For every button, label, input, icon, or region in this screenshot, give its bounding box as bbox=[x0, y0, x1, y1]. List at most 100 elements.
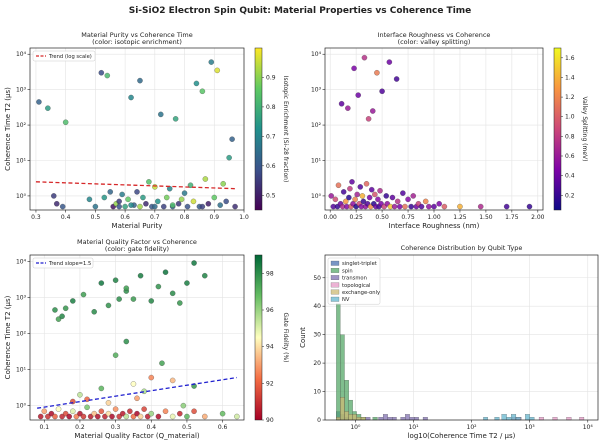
panel3-point bbox=[184, 280, 190, 286]
panel1-xtick-label: 0.6 bbox=[120, 214, 130, 221]
panel3-ytick-label: 10² bbox=[16, 330, 27, 337]
panel1-colorbar-tick-label: 0.9 bbox=[266, 74, 276, 81]
panel4-legend-swatch bbox=[330, 260, 340, 266]
panel3-point bbox=[130, 413, 137, 420]
panel3-point bbox=[112, 406, 119, 412]
panel4-bar bbox=[529, 417, 535, 421]
panel4-legend-swatch bbox=[330, 289, 340, 295]
panel2-point bbox=[375, 196, 381, 203]
panel1-colorbar-label: Isotopic Enrichment (Si-28 fraction) bbox=[282, 76, 289, 183]
panel3-point bbox=[191, 408, 197, 414]
panel1-ylabel: Coherence Time T2 (μs) bbox=[4, 87, 12, 171]
panel2-point bbox=[383, 193, 389, 199]
panel3-point bbox=[45, 413, 51, 420]
panel3-point bbox=[112, 352, 119, 358]
panel2-point bbox=[400, 190, 406, 196]
panel2-point bbox=[379, 88, 385, 94]
panel3-point bbox=[116, 413, 122, 420]
panel1-xtick-label: 0.3 bbox=[31, 214, 41, 221]
panel3-point bbox=[234, 413, 240, 420]
panel4-bar bbox=[352, 414, 357, 421]
panel1-subtitle: (color: isotopic enrichment) bbox=[92, 38, 182, 46]
panel3-point bbox=[87, 413, 94, 420]
panel3-point bbox=[137, 272, 144, 279]
panel2-xtick-label: 0.25 bbox=[349, 214, 363, 221]
panel1-point bbox=[59, 203, 66, 210]
panel3-legend-label: Trend slope=1.5 bbox=[48, 261, 91, 267]
panel3-point bbox=[123, 338, 130, 345]
panel3-point bbox=[98, 385, 105, 392]
panel3-subtitle: (color: gate fidelity) bbox=[105, 245, 169, 253]
panel2-point bbox=[526, 203, 533, 210]
panel3-point bbox=[59, 313, 65, 320]
panel4-ytick-label: 30 bbox=[313, 332, 321, 339]
panel1-xtick-label: 0.4 bbox=[61, 214, 71, 221]
panel4-legend-label: topological bbox=[342, 283, 371, 289]
panel1-point bbox=[214, 67, 220, 74]
panel2-ytick-label: 10² bbox=[311, 122, 322, 129]
panel3-point bbox=[62, 410, 69, 417]
panel4-axes-frame bbox=[324, 254, 599, 421]
panel2-point bbox=[393, 76, 400, 82]
panel2-xtick-label: 1.50 bbox=[479, 214, 493, 221]
panel1-point bbox=[172, 116, 179, 122]
panel2-point bbox=[377, 188, 383, 194]
panel4-ytick-label: 0 bbox=[317, 417, 321, 424]
panel1-point bbox=[223, 198, 229, 205]
panel1-point bbox=[140, 194, 146, 201]
panel2-point bbox=[374, 70, 380, 76]
panel2-point bbox=[352, 196, 358, 203]
panel4-bar bbox=[365, 417, 371, 421]
panel2-point bbox=[389, 194, 396, 201]
panel3-chart: 0.1 0.2 0.3 0.4 0.5 0.6 10⁰ 10¹ 10² 10³ 10⁴ Materia… bbox=[4, 238, 289, 440]
panel1-point bbox=[232, 203, 238, 210]
panel1-point bbox=[101, 194, 108, 201]
panel2-colorbar bbox=[553, 47, 562, 211]
panel1-point bbox=[229, 136, 235, 142]
panel4-bar bbox=[494, 417, 500, 421]
panel4-bar bbox=[552, 417, 558, 421]
panel1-legend-label: Trend (log scale) bbox=[48, 54, 92, 60]
panel1-point bbox=[86, 196, 93, 203]
panel1-point bbox=[122, 203, 128, 210]
panel1-point bbox=[190, 198, 197, 205]
panel4-bar bbox=[360, 417, 366, 421]
panel2-point bbox=[340, 189, 347, 195]
panel2-xtick-label: 1.00 bbox=[427, 214, 441, 221]
panel3-point bbox=[177, 410, 183, 417]
panel3-point bbox=[159, 360, 165, 366]
panel4-bar bbox=[579, 417, 585, 421]
panel3-point bbox=[141, 388, 147, 395]
panel2-colorbar-tick-label: 1.6 bbox=[565, 55, 575, 62]
panel2-point bbox=[345, 105, 351, 111]
panel3-point bbox=[73, 413, 80, 420]
panel1-point bbox=[51, 193, 57, 199]
panel3-point bbox=[219, 410, 226, 417]
panel1-point bbox=[217, 202, 223, 208]
panel3-point bbox=[127, 408, 133, 414]
panel2-point bbox=[357, 184, 364, 190]
panel1-point bbox=[143, 201, 149, 207]
panel4-bar bbox=[400, 417, 406, 421]
panel3-point bbox=[52, 413, 58, 420]
panel3-point bbox=[191, 260, 197, 266]
panel3-point bbox=[134, 395, 140, 402]
panel2-point bbox=[354, 191, 360, 198]
panel2-point bbox=[365, 116, 372, 122]
panel1-point bbox=[137, 77, 143, 84]
panel1-point bbox=[146, 179, 152, 185]
panel1-point bbox=[155, 198, 161, 205]
panel2-xtick-label: 1.75 bbox=[505, 214, 519, 221]
panel1-colorbar-tick-label: 0.6 bbox=[266, 163, 276, 170]
panel1-point bbox=[119, 191, 125, 198]
panel3-colorbar-tick-label: 90 bbox=[266, 417, 274, 424]
panel2-point bbox=[338, 101, 345, 107]
panel2-point bbox=[347, 185, 353, 192]
panel3-ytick-label: 10¹ bbox=[16, 367, 27, 374]
panel3-point bbox=[80, 413, 87, 420]
panel4-bar bbox=[422, 417, 428, 421]
panel4-bar bbox=[409, 417, 415, 421]
panel3-point bbox=[77, 410, 83, 417]
panel3-point bbox=[148, 410, 154, 417]
panel4-bar bbox=[566, 417, 572, 421]
